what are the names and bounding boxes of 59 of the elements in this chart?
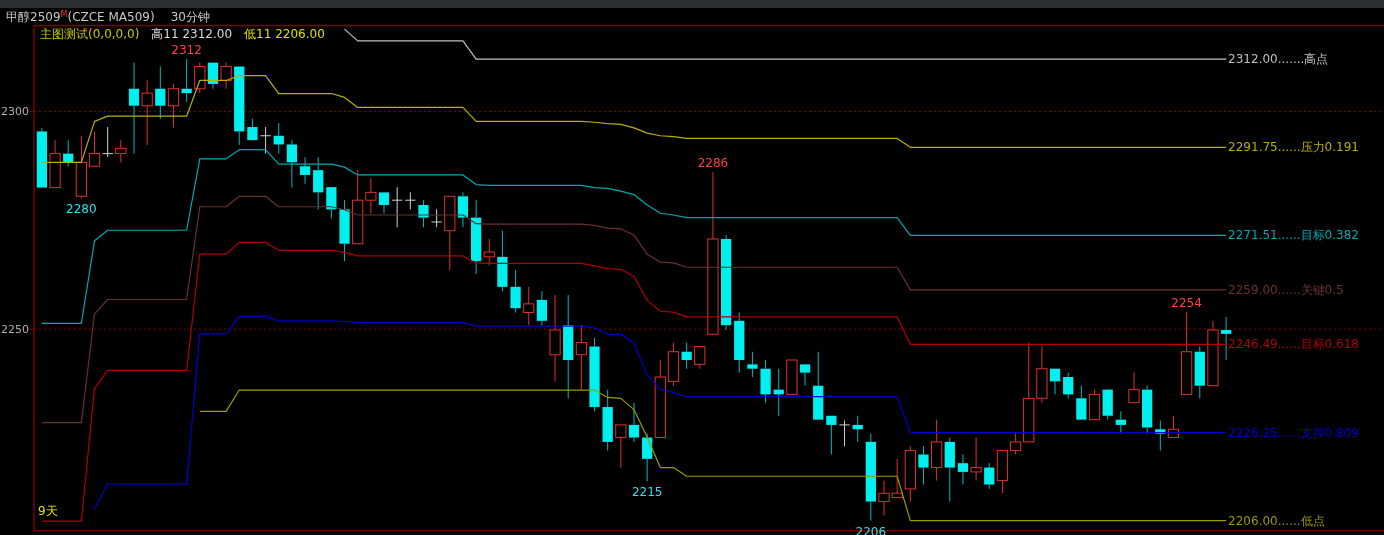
candlestick [984, 462, 995, 490]
annotation: 2254 [1171, 295, 1202, 310]
candlestick [339, 199, 350, 262]
candlestick [470, 199, 482, 275]
y-tick-label: 2250 [1, 323, 29, 337]
line-series [93, 315, 1227, 510]
annotation: 2286 [697, 156, 729, 171]
annotation: 主图测试(0,0,0,0) [40, 27, 140, 41]
candlestick [904, 445, 916, 503]
candlestick [970, 437, 982, 482]
annotation: 9天 [38, 503, 58, 518]
candlestick [155, 66, 166, 120]
chart-title: 甲醇2509$^{M}$(CZCE MA509) [6, 9, 155, 24]
candlestick [681, 342, 692, 370]
line-series [199, 389, 1227, 522]
series-label: 2259.00......关键0.5 [1228, 282, 1344, 297]
series-label: 2246.49......目标0.618 [1228, 337, 1359, 352]
candlestick [549, 294, 561, 382]
candlestick [128, 62, 140, 155]
annotation: 低11 2206.00 [244, 27, 325, 41]
chart-subtitle: 30分钟 [170, 10, 210, 24]
candlestick [602, 389, 613, 452]
candlestick [536, 290, 548, 326]
candlestick [720, 234, 732, 331]
candlestick [457, 191, 469, 228]
annotation: 2280 [66, 202, 97, 217]
candlestick [286, 139, 298, 189]
candlestick [273, 122, 284, 155]
candlestick [931, 419, 943, 482]
candlestick [510, 269, 521, 314]
candlestick [220, 62, 232, 90]
candlestick [141, 79, 153, 146]
annotation: 高11 2312.00 [151, 27, 233, 41]
series-label: 2312.00.......高点 [1228, 52, 1329, 67]
candlestick [1194, 346, 1205, 399]
annotation: 2206 [855, 524, 887, 535]
candlestick [760, 359, 771, 404]
candlestick [865, 433, 876, 522]
series-label: 2291.75......压力0.191 [1228, 140, 1359, 155]
candlestick [944, 437, 955, 503]
candlestick [391, 186, 403, 228]
candlestick [523, 286, 535, 326]
series-label: 2271.51......目标0.382 [1228, 228, 1359, 243]
candlestick [918, 445, 929, 486]
candlestick [747, 351, 758, 378]
candlestick [365, 177, 377, 214]
candlestick [589, 337, 600, 412]
annotation: 2312 [171, 43, 202, 58]
series-label: 2206.00......低点 [1228, 513, 1325, 528]
series-label: 2226.25......支撑0.809 [1228, 425, 1359, 440]
candlestick [628, 402, 640, 443]
candlestick [1063, 372, 1074, 399]
y-tick-label: 2300 [1, 105, 29, 119]
candlestick [299, 156, 311, 185]
candlestick [102, 126, 114, 158]
candlestick [563, 294, 574, 399]
candlestick [957, 454, 969, 486]
annotation: 2215 [631, 485, 663, 500]
candlestick [497, 230, 508, 292]
